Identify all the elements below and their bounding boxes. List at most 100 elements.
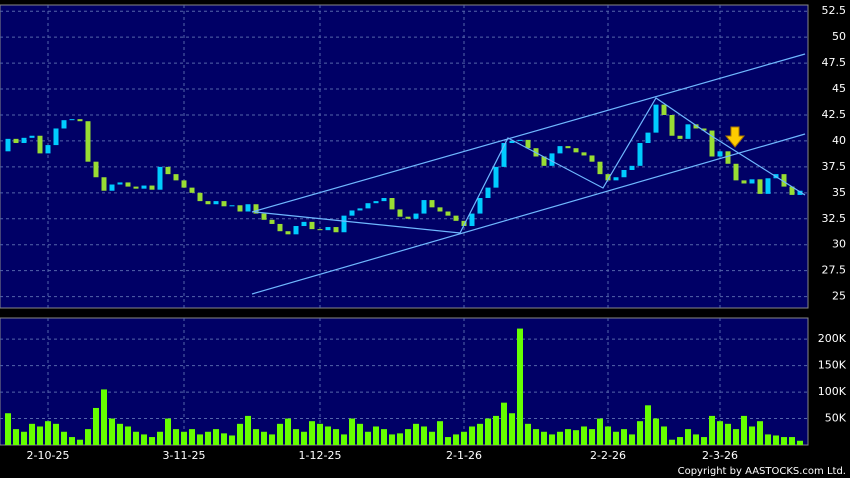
candle — [341, 215, 347, 233]
x-tick-label: 3-11-25 — [163, 449, 206, 462]
candle — [589, 155, 595, 162]
volume-bar — [661, 426, 667, 445]
candle — [157, 166, 163, 190]
candle — [213, 201, 219, 205]
volume-bar — [237, 423, 243, 445]
volume-bar — [69, 437, 75, 445]
volume-tick-label: 50K — [825, 412, 847, 425]
volume-bar — [261, 431, 267, 445]
candle — [45, 145, 51, 154]
candle — [445, 211, 451, 216]
candle — [37, 135, 43, 154]
x-tick-label: 2-2-26 — [590, 449, 626, 462]
candle — [197, 192, 203, 202]
candle — [517, 139, 523, 141]
volume-bar — [29, 423, 35, 445]
candle — [69, 119, 75, 121]
candle — [117, 182, 123, 185]
y-tick-label: 30 — [832, 238, 846, 251]
volume-bar — [165, 418, 171, 445]
candle — [733, 163, 739, 181]
volume-bar — [37, 426, 43, 445]
candle — [85, 121, 91, 162]
volume-bar — [389, 434, 395, 445]
x-tick-label: 2-1-26 — [446, 449, 482, 462]
candle — [757, 179, 763, 194]
volume-bar — [93, 407, 99, 445]
volume-bar — [653, 418, 659, 445]
volume-bar — [373, 426, 379, 445]
volume-bar — [181, 431, 187, 445]
volume-tick-label: 200K — [818, 332, 847, 345]
candle — [253, 204, 259, 214]
volume-bar — [357, 423, 363, 445]
volume-bar — [565, 429, 571, 445]
volume-bar — [757, 421, 763, 445]
candle — [541, 156, 547, 166]
volume-bar — [277, 423, 283, 445]
volume-bar — [701, 437, 707, 445]
volume-bar — [429, 431, 435, 445]
volume-tick-label: 150K — [818, 359, 847, 372]
volume-bar — [133, 431, 139, 445]
candle — [653, 104, 659, 133]
volume-bar — [365, 431, 371, 445]
candle — [693, 124, 699, 129]
volume-bar — [125, 426, 131, 445]
volume-tick-label: 100K — [818, 385, 847, 398]
volume-bar — [741, 415, 747, 445]
volume-bar — [677, 437, 683, 445]
volume-bar — [581, 426, 587, 445]
candle — [685, 124, 691, 139]
volume-bar — [437, 421, 443, 445]
candle — [709, 130, 715, 157]
candle — [245, 204, 251, 212]
candle — [429, 200, 435, 208]
candle — [557, 146, 563, 154]
volume-bar — [733, 429, 739, 445]
volume-bar — [669, 439, 675, 445]
candle — [397, 209, 403, 217]
volume-bar — [101, 389, 107, 445]
candle — [101, 177, 107, 191]
volume-bar — [549, 434, 555, 445]
y-tick-label: 25 — [832, 290, 846, 303]
volume-bar — [85, 429, 91, 445]
volume-bar — [645, 405, 651, 445]
candle — [509, 140, 515, 144]
volume-bar — [421, 426, 427, 445]
candle — [269, 219, 275, 224]
volume-bar — [541, 431, 547, 445]
volume-bar — [117, 423, 123, 445]
candle — [13, 138, 19, 144]
volume-bar — [773, 435, 779, 445]
candle — [637, 143, 643, 166]
candle — [549, 153, 555, 166]
candle — [29, 135, 35, 138]
x-tick-label: 2-10-25 — [27, 449, 70, 462]
volume-bar — [309, 421, 315, 445]
volume-bar — [61, 431, 67, 445]
candle — [629, 165, 635, 170]
x-tick-label: 1-12-25 — [299, 449, 342, 462]
candle — [453, 215, 459, 221]
volume-bar — [557, 431, 563, 445]
volume-bar — [269, 434, 275, 445]
volume-bar — [725, 423, 731, 445]
y-tick-label: 35 — [832, 186, 846, 199]
candle — [317, 229, 323, 231]
candle — [749, 179, 755, 184]
arrow — [724, 126, 746, 148]
candle — [405, 216, 411, 219]
volume-bar — [317, 423, 323, 445]
volume-bar — [597, 418, 603, 445]
volume-bar — [333, 429, 339, 445]
candle — [477, 198, 483, 214]
volume-bar — [477, 423, 483, 445]
candle — [325, 227, 331, 231]
candle — [293, 226, 299, 235]
volume-bar — [301, 431, 307, 445]
candle — [605, 174, 611, 181]
candle — [189, 187, 195, 193]
